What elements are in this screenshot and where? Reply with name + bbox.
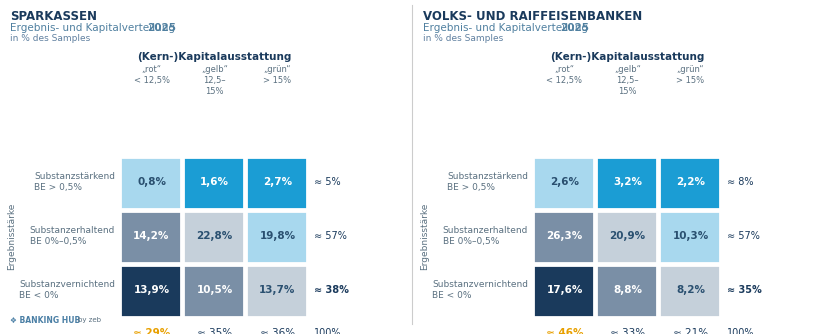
Text: „gelb“
12,5–
15%: „gelb“ 12,5– 15% [201,65,228,96]
Text: ≈ 46%: ≈ 46% [546,328,583,334]
Bar [246,211,307,263]
Text: Substanzstärkend
BE > 0,5%: Substanzstärkend BE > 0,5% [34,172,115,192]
Text: Ergebnis- und Kapitalverteilung: Ergebnis- und Kapitalverteilung [10,23,178,33]
Text: in % des Samples: in % des Samples [423,34,503,43]
Text: Substanzstärkend
BE > 0,5%: Substanzstärkend BE > 0,5% [447,172,528,192]
Text: 13,7%: 13,7% [259,285,295,295]
Text: ≈ 33%: ≈ 33% [610,328,645,334]
Text: by zeb: by zeb [78,317,101,323]
Text: „grün“
> 15%: „grün“ > 15% [263,65,291,85]
Bar [246,265,307,317]
Bar [183,211,244,263]
Bar [533,265,594,317]
Text: ≈ 35%: ≈ 35% [727,285,761,295]
Text: Substanzerhaltend
BE 0%–0,5%: Substanzerhaltend BE 0%–0,5% [30,226,115,246]
Text: Ergebnisstärke: Ergebnisstärke [7,202,16,270]
Text: 1,6%: 1,6% [200,177,229,187]
Text: „gelb“
12,5–
15%: „gelb“ 12,5– 15% [614,65,641,96]
Text: 26,3%: 26,3% [546,231,582,241]
Text: Substanzvernichtend
BE < 0%: Substanzvernichtend BE < 0% [432,280,528,300]
Text: 8,2%: 8,2% [676,285,705,295]
Text: 100%: 100% [727,328,755,334]
Text: 17,6%: 17,6% [546,285,582,295]
Text: 20,9%: 20,9% [610,231,645,241]
Text: 10,3%: 10,3% [672,231,709,241]
Text: ≈ 35%: ≈ 35% [197,328,232,334]
Bar [659,211,720,263]
Bar [659,157,720,209]
Bar [120,157,181,209]
Text: in % des Samples: in % des Samples [10,34,90,43]
Bar [533,211,594,263]
Text: ≈ 21%: ≈ 21% [673,328,708,334]
Text: 10,5%: 10,5% [196,285,233,295]
Bar [183,265,244,317]
Text: 2,2%: 2,2% [676,177,705,187]
Text: 2025: 2025 [561,23,590,33]
Text: ≈ 8%: ≈ 8% [727,177,753,187]
Bar [596,211,657,263]
Text: Ergebnis- und Kapitalverteilung: Ergebnis- und Kapitalverteilung [423,23,592,33]
Text: 22,8%: 22,8% [196,231,233,241]
Text: 19,8%: 19,8% [259,231,295,241]
Text: 2,6%: 2,6% [550,177,579,187]
Bar [533,157,594,209]
Bar [120,265,181,317]
Text: (Kern-)Kapitalausstattung: (Kern-)Kapitalausstattung [550,52,705,62]
Text: (Kern-)Kapitalausstattung: (Kern-)Kapitalausstattung [137,52,292,62]
Text: ≈ 57%: ≈ 57% [314,231,346,241]
Text: ≈ 5%: ≈ 5% [314,177,341,187]
Text: VOLKS- UND RAIFFEISENBANKEN: VOLKS- UND RAIFFEISENBANKEN [423,10,642,23]
Text: ≈ 57%: ≈ 57% [727,231,760,241]
Bar [183,157,244,209]
Bar [120,211,181,263]
Bar [596,265,657,317]
Text: 2,7%: 2,7% [263,177,292,187]
Text: „grün“
> 15%: „grün“ > 15% [676,65,705,85]
Text: SPARKASSEN: SPARKASSEN [10,10,97,23]
Text: „rot“
< 12,5%: „rot“ < 12,5% [546,65,582,85]
Text: 2025: 2025 [148,23,177,33]
Text: „rot“
< 12,5%: „rot“ < 12,5% [134,65,169,85]
Text: ≈ 38%: ≈ 38% [314,285,349,295]
Text: 14,2%: 14,2% [134,231,170,241]
Text: Ergebnisstärke: Ergebnisstärke [421,202,430,270]
Text: 100%: 100% [314,328,342,334]
Bar [246,157,307,209]
Text: ≈ 36%: ≈ 36% [260,328,295,334]
Bar [596,157,657,209]
Text: 3,2%: 3,2% [613,177,642,187]
Text: Substanzerhaltend
BE 0%–0,5%: Substanzerhaltend BE 0%–0,5% [443,226,528,246]
Text: 0,8%: 0,8% [137,177,166,187]
Text: 8,8%: 8,8% [613,285,642,295]
Bar [659,265,720,317]
Text: ≈ 29%: ≈ 29% [133,328,170,334]
Text: Substanzvernichtend
BE < 0%: Substanzvernichtend BE < 0% [19,280,115,300]
Text: ❖ BANKING HUB: ❖ BANKING HUB [10,316,80,325]
Text: 13,9%: 13,9% [134,285,170,295]
